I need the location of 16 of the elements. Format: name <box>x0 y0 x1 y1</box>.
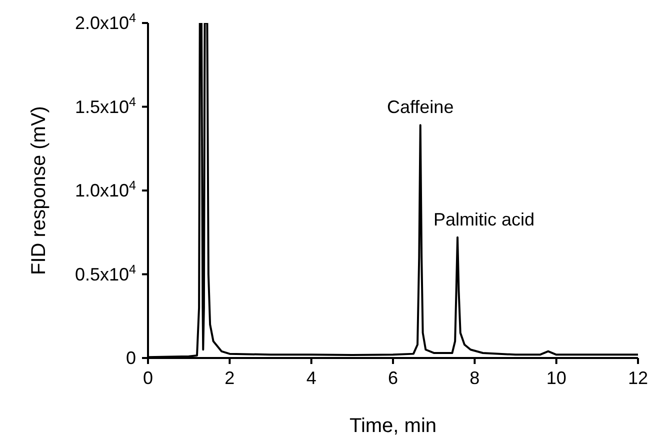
y-tick-label: 1.0x10$^{4}$ <box>74 178 136 200</box>
x-tick-label: 2 <box>224 368 235 388</box>
x-tick-label: 0 <box>142 368 154 388</box>
x-axis-title: Time, min <box>349 415 437 438</box>
y-tick-label: 0 <box>126 348 136 368</box>
y-axis-title: FID response (mV) <box>28 106 50 275</box>
y-tick-label: 1.5x10$^{4}$ <box>74 94 136 117</box>
x-tick-label: 8 <box>470 368 480 388</box>
annotation: Caffeine <box>387 97 454 118</box>
x-tick-label: 4 <box>306 368 316 388</box>
y-tick-label: 0.5x10$^{4}$ <box>74 262 136 284</box>
x-tick-label: 10 <box>546 368 566 388</box>
y-tick-label: 2.0x10$^{4}$ <box>74 11 136 33</box>
annotation: Palmitic acid <box>434 209 535 230</box>
x-tick-label: 12 <box>628 368 648 388</box>
x-tick-label: 6 <box>388 368 398 388</box>
